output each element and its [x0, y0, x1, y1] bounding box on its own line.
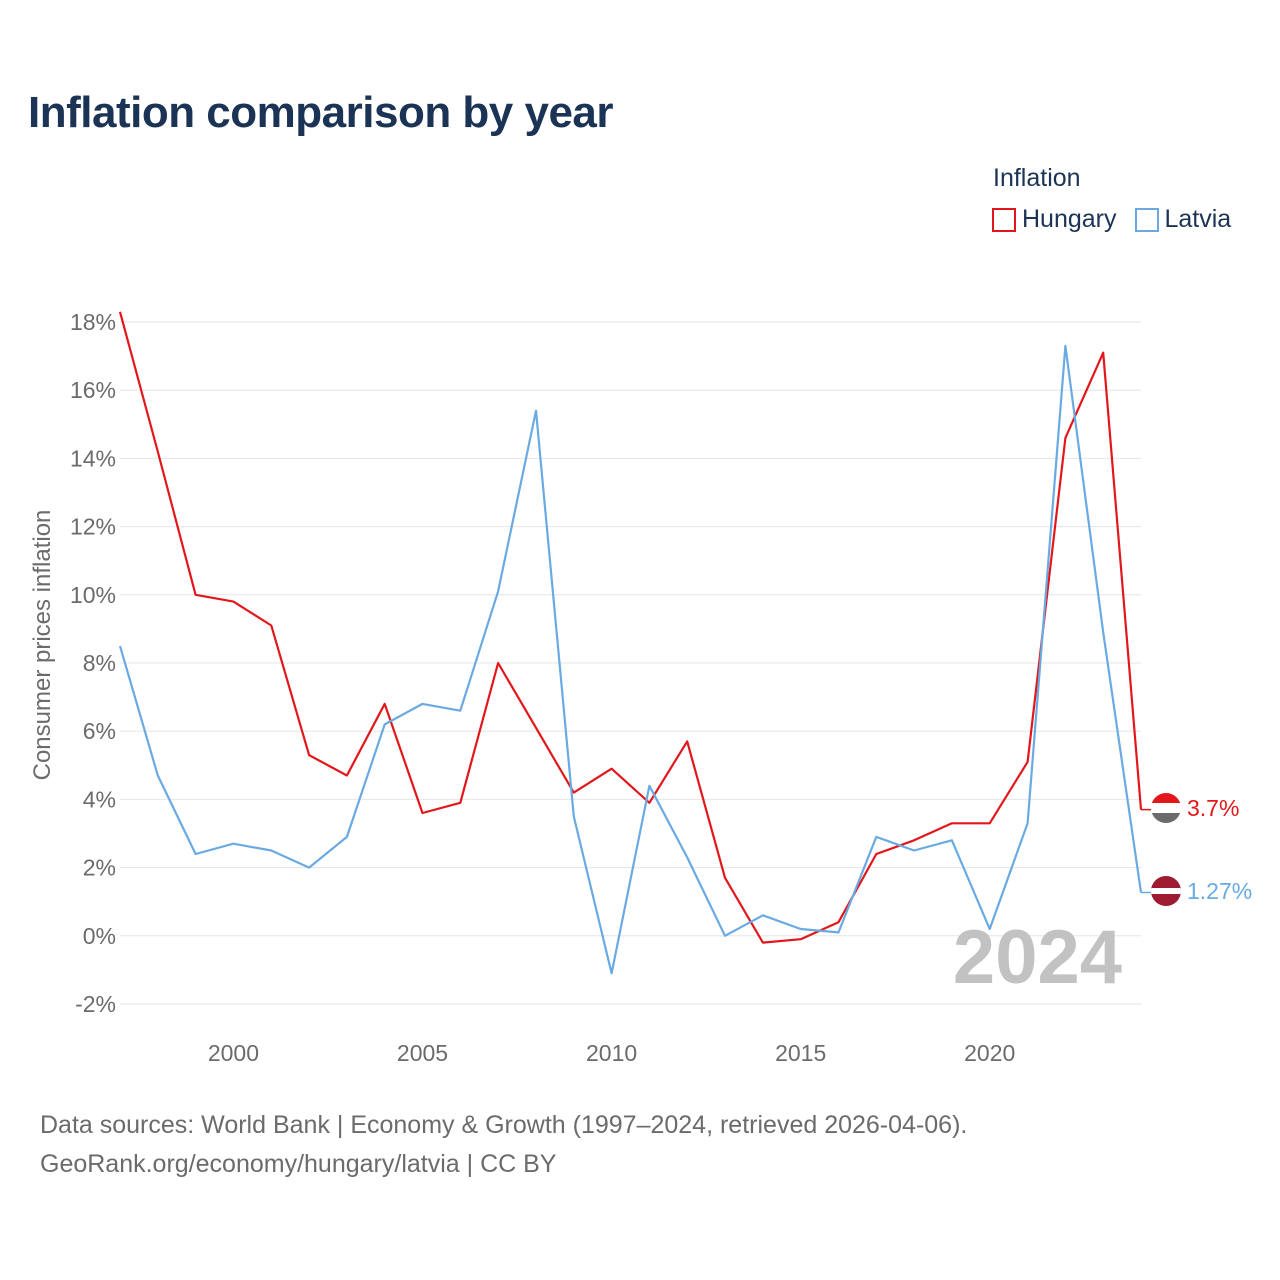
latvia-end-label: 1.27% [1187, 878, 1252, 904]
chart-title: Inflation comparison by year [28, 88, 614, 137]
y-axis-ticks: -2% 0% 2% 4% 6% 8% 10% 12% 14% 16% 18% [70, 309, 116, 1017]
legend-swatch-latvia [1134, 207, 1159, 232]
x-tick-label: 2005 [397, 1040, 448, 1066]
hungary-flag-icon [1151, 793, 1181, 823]
x-axis-ticks: 2000 2005 2010 2015 2020 [208, 1040, 1015, 1066]
series-line-latvia[interactable] [118, 344, 1143, 975]
line-chart: -2% 0% 2% 4% 6% 8% 10% 12% 14% 16% 18% 2000 2005 201… [29, 309, 1252, 1066]
y-tick-label: 0% [83, 923, 116, 949]
latvia-flag-icon [1151, 876, 1181, 906]
y-tick-label: 2% [83, 855, 116, 881]
x-tick-label: 2020 [964, 1040, 1015, 1066]
legend-swatch-hungary [992, 207, 1016, 232]
year-watermark: 2024 [953, 915, 1122, 1000]
x-tick-label: 2010 [586, 1040, 637, 1066]
y-tick-label: 8% [83, 650, 116, 676]
y-tick-label: 4% [83, 786, 116, 812]
y-tick-label: 14% [70, 445, 116, 471]
series-lines [118, 311, 1151, 975]
y-tick-label: 6% [83, 718, 116, 744]
footer-sources: Data sources: World Bank | Economy & Gro… [40, 1111, 968, 1139]
y-tick-label: 18% [70, 309, 116, 335]
grid [120, 321, 1141, 1005]
series-line-hungary[interactable] [118, 311, 1143, 944]
legend-label-hungary: Hungary [1022, 205, 1117, 233]
legend-item-hungary[interactable]: Hungary [992, 205, 1117, 234]
legend-label-latvia: Latvia [1164, 205, 1232, 233]
y-tick-label: -2% [75, 991, 116, 1017]
y-axis-label: Consumer prices inflation [29, 510, 56, 781]
y-tick-label: 12% [70, 514, 116, 540]
legend-item-latvia[interactable]: Latvia [1134, 205, 1232, 234]
y-tick-label: 16% [70, 377, 116, 403]
y-tick-label: 10% [70, 582, 116, 608]
footer: Data sources: World Bank | Economy & Gro… [40, 1106, 967, 1184]
footer-url: GeoRank.org/economy/hungary/latvia | CC … [40, 1150, 557, 1178]
legend-title: Inflation [993, 164, 1081, 192]
x-tick-label: 2015 [775, 1040, 826, 1066]
hungary-end-label: 3.7% [1187, 795, 1239, 821]
legend: Hungary Latvia [992, 205, 1249, 234]
x-tick-label: 2000 [208, 1040, 259, 1066]
